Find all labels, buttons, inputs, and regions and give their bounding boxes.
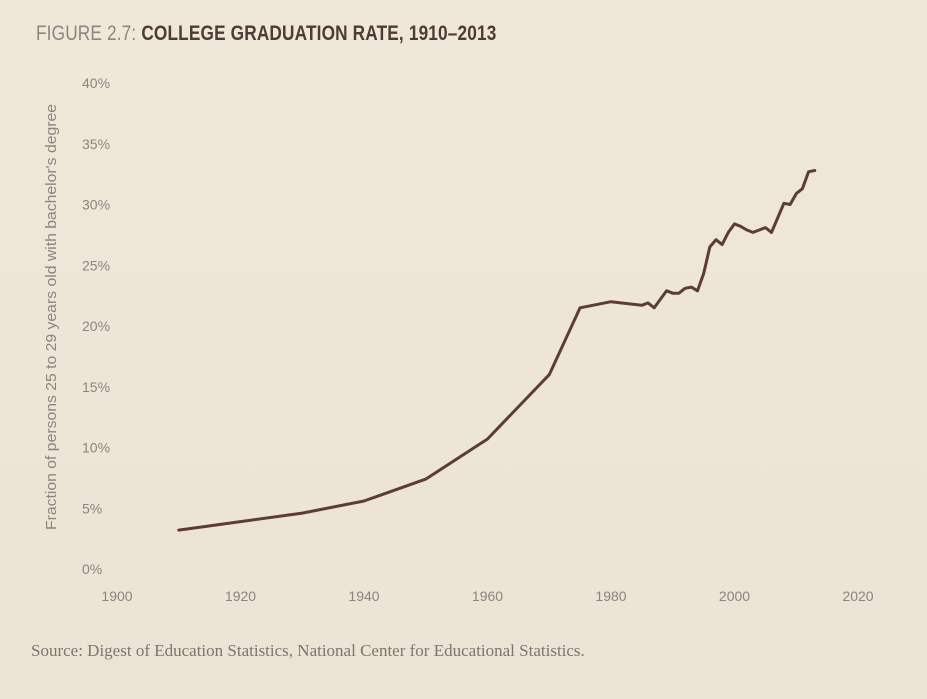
y-tick-label: 35%	[82, 136, 110, 152]
y-tick-label: 30%	[82, 197, 110, 213]
y-tick-label: 5%	[82, 500, 102, 516]
x-tick-label: 1940	[348, 588, 379, 604]
y-tick-label: 40%	[82, 75, 110, 91]
y-tick-label: 0%	[82, 561, 102, 577]
figure-title-text: COLLEGE GRADUATION RATE, 1910–2013	[141, 22, 497, 45]
x-tick-label: 2000	[719, 588, 750, 604]
source-note: Source: Digest of Education Statistics, …	[31, 641, 585, 660]
x-tick-label: 1960	[472, 588, 503, 604]
x-tick-label: 1900	[101, 588, 132, 604]
y-axis-label: Fraction of persons 25 to 29 years old w…	[44, 104, 60, 530]
x-axis-ticks: 1900 1920 1940 1960 1980 2000 2020	[101, 588, 873, 604]
y-tick-label: 10%	[82, 440, 110, 456]
series-layer	[177, 169, 817, 532]
y-tick-label: 25%	[82, 257, 110, 273]
y-axis-ticks: 0% 5% 10% 15% 20% 25% 30% 35% 40%	[82, 75, 110, 577]
figure-number: FIGURE 2.7:	[36, 22, 137, 45]
x-tick-label: 2020	[842, 588, 873, 604]
figure-title: FIGURE 2.7: COLLEGE GRADUATION RATE, 191…	[36, 22, 497, 46]
y-tick-label: 15%	[82, 379, 110, 395]
series-line	[177, 169, 817, 532]
x-tick-label: 1920	[225, 588, 256, 604]
y-tick-label: 20%	[82, 318, 110, 334]
x-tick-label: 1980	[595, 588, 626, 604]
